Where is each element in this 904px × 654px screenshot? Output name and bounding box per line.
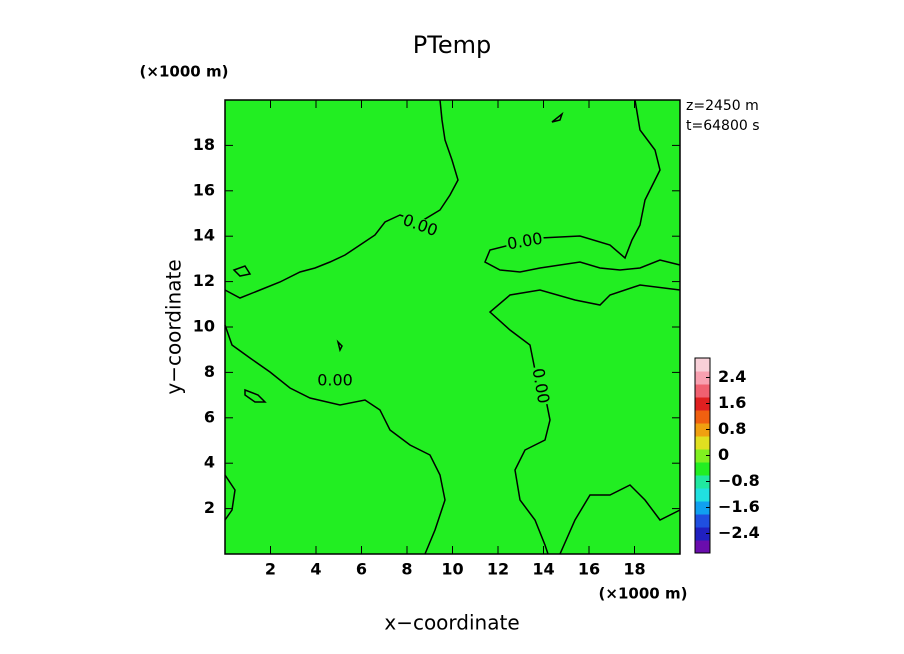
contour-label-bg: [316, 373, 354, 389]
chart-title: PTemp: [413, 31, 491, 59]
contour-line: [224, 474, 236, 521]
x-tick-label: 2: [265, 560, 276, 579]
y-axis-label: y−coordinate: [162, 259, 186, 394]
colorbar-tick-label: −2.4: [718, 523, 760, 542]
contour-line: [551, 111, 564, 123]
x-tick-label: 16: [578, 560, 600, 579]
y-tick-label: 8: [204, 362, 215, 381]
x-unit: (×1000 m): [599, 585, 688, 603]
x-tick-label: 10: [441, 560, 463, 579]
contour-line: [224, 99, 459, 299]
colorbar-band: [695, 488, 710, 502]
colorbar-tick-label: 0: [718, 445, 729, 464]
contour-label: 0.00: [317, 371, 353, 390]
colorbar-band: [695, 384, 710, 398]
contour-line: [224, 324, 446, 555]
colorbar-tick-label: 1.6: [718, 393, 746, 412]
x-tick-label: 18: [623, 560, 645, 579]
x-tick-label: 6: [356, 560, 367, 579]
y-unit: (×1000 m): [140, 63, 229, 81]
y-tick-label: 10: [193, 317, 215, 336]
colorbar-tick-label: 2.4: [718, 367, 746, 386]
y-tick-label: 16: [193, 180, 215, 199]
colorbar-band: [695, 514, 710, 528]
colorbar-band: [695, 371, 710, 385]
colorbar-tick-label: −1.6: [718, 497, 760, 516]
y-tick-label: 2: [204, 498, 215, 517]
contour-line: [336, 339, 343, 353]
contour-line: [559, 484, 681, 555]
colorbar-band: [695, 436, 710, 450]
x-tick-label: 4: [310, 560, 321, 579]
contour-label-bg: [504, 230, 546, 254]
colorbar-tick-label: −0.8: [718, 471, 760, 490]
contour-line: [484, 99, 681, 273]
colorbar-band: [695, 358, 710, 372]
contour-line: [232, 265, 252, 277]
colorbar-band: [695, 423, 710, 437]
colorbar-band: [695, 397, 710, 411]
y-tick-label: 12: [193, 271, 215, 290]
colorbar-band: [695, 410, 710, 424]
colorbar-band: [695, 462, 710, 476]
field: [225, 100, 680, 554]
y-tick-label: 4: [204, 453, 215, 472]
y-tick-label: 14: [193, 226, 215, 245]
colorbar-band: [695, 527, 710, 541]
annotation: t=64800 s: [686, 118, 760, 134]
x-tick-label: 14: [532, 560, 554, 579]
contour-line: [488, 284, 681, 555]
contour-label-bg: [399, 211, 441, 241]
x-tick-label: 12: [487, 560, 509, 579]
annotation: z=2450 m: [686, 98, 759, 114]
colorbar-band: [695, 449, 710, 463]
x-tick-label: 8: [401, 560, 412, 579]
y-tick-label: 18: [193, 135, 215, 154]
colorbar-band: [695, 540, 710, 554]
x-axis-label: x−coordinate: [384, 611, 519, 635]
contour-line: [244, 388, 267, 403]
contour-label-bg: [528, 365, 552, 407]
colorbar-band: [695, 501, 710, 515]
y-tick-label: 6: [204, 407, 215, 426]
colorbar-tick-label: 0.8: [718, 419, 746, 438]
colorbar-band: [695, 475, 710, 489]
